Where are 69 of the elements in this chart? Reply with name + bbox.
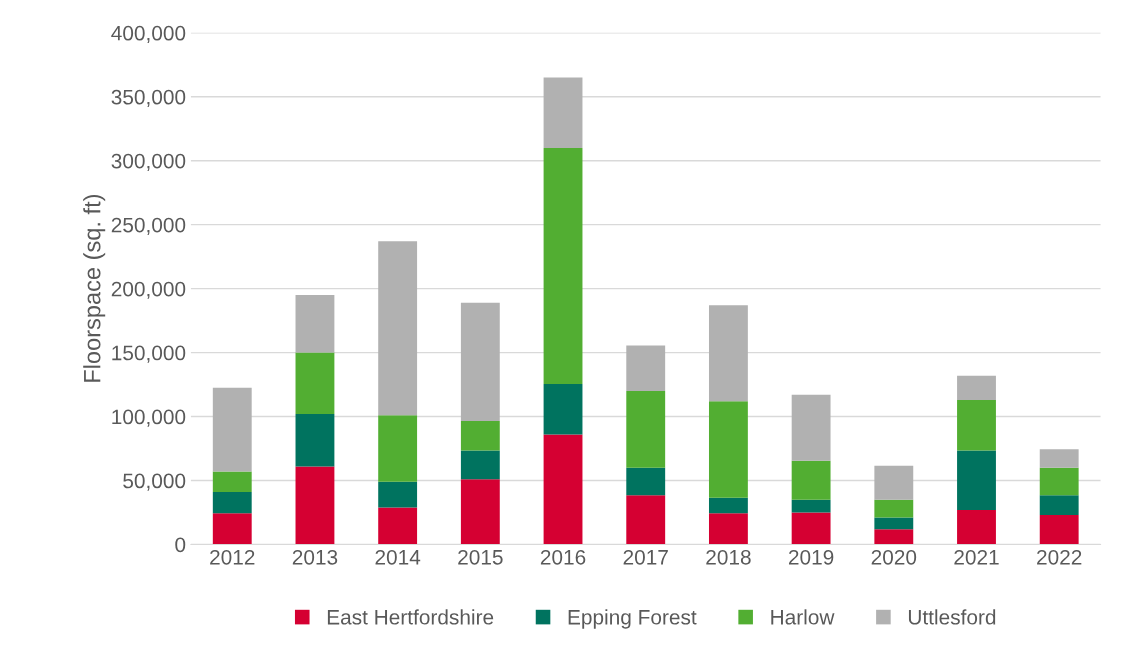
x-tick-label: 2012	[210, 549, 255, 565]
bar	[1039, 467, 1079, 496]
legend-label: Harlow	[771, 609, 835, 625]
legend-label: Uttlesford	[908, 609, 996, 625]
bar	[874, 529, 914, 545]
bar	[708, 497, 748, 514]
bar	[874, 465, 914, 500]
bar	[212, 513, 252, 545]
x-tick-label: 2022	[1037, 549, 1082, 565]
bar	[543, 77, 583, 148]
y-axis-title: Floorspace (sq. ft)	[83, 194, 106, 382]
bar	[791, 512, 831, 545]
bar	[378, 241, 418, 416]
y-tick-label: 50,000	[123, 473, 186, 491]
bar	[874, 499, 914, 518]
bar	[1039, 515, 1079, 545]
y-tick-label: 150,000	[112, 345, 186, 363]
bar	[791, 460, 831, 500]
bar	[626, 467, 666, 496]
bar	[212, 387, 252, 472]
bar	[791, 394, 831, 461]
bar	[957, 450, 996, 510]
legend-label: East Hertfordshire	[327, 609, 494, 625]
x-tick-label: 2021	[954, 549, 999, 565]
y-tick-label: 100,000	[112, 409, 186, 427]
bar	[460, 479, 500, 545]
bar	[1039, 495, 1079, 516]
y-tick-label: 350,000	[111, 89, 186, 107]
bar	[460, 450, 500, 480]
y-tick-label: 200,000	[111, 281, 186, 299]
bar	[1039, 449, 1079, 468]
bar	[212, 471, 252, 493]
bar	[708, 513, 748, 545]
bar	[295, 295, 335, 353]
bar	[957, 509, 996, 545]
bar	[874, 517, 914, 530]
bar	[543, 147, 583, 384]
bar	[791, 499, 831, 513]
bar	[295, 466, 335, 545]
y-tick-label: 0	[175, 537, 186, 553]
bar	[378, 415, 418, 482]
bar	[378, 481, 418, 508]
x-tick-label: 2015	[458, 549, 503, 565]
bar	[708, 401, 748, 498]
bar	[957, 375, 996, 400]
x-tick-label: 2020	[871, 549, 917, 565]
bar	[708, 305, 748, 402]
y-tick-label: 400,000	[111, 25, 186, 44]
x-tick-label: 2014	[375, 549, 421, 565]
bar	[626, 495, 666, 545]
x-tick-label: 2016	[540, 549, 586, 565]
bar	[378, 507, 418, 545]
bar	[460, 421, 500, 451]
bar	[626, 345, 666, 391]
bar	[212, 492, 252, 514]
bar	[295, 414, 335, 467]
bar	[460, 302, 500, 422]
x-tick-label: 2019	[788, 549, 834, 565]
bar	[295, 352, 335, 414]
y-tick-label: 250,000	[111, 217, 186, 235]
bar	[543, 434, 583, 545]
x-tick-label: 2017	[623, 549, 668, 565]
bar	[543, 383, 583, 435]
legend-label: Epping Forest	[568, 609, 697, 629]
x-tick-label: 2018	[706, 549, 751, 565]
bar	[957, 399, 996, 451]
y-tick-label: 300,000	[111, 153, 186, 171]
bar	[626, 390, 666, 468]
x-tick-label: 2013	[292, 549, 338, 565]
